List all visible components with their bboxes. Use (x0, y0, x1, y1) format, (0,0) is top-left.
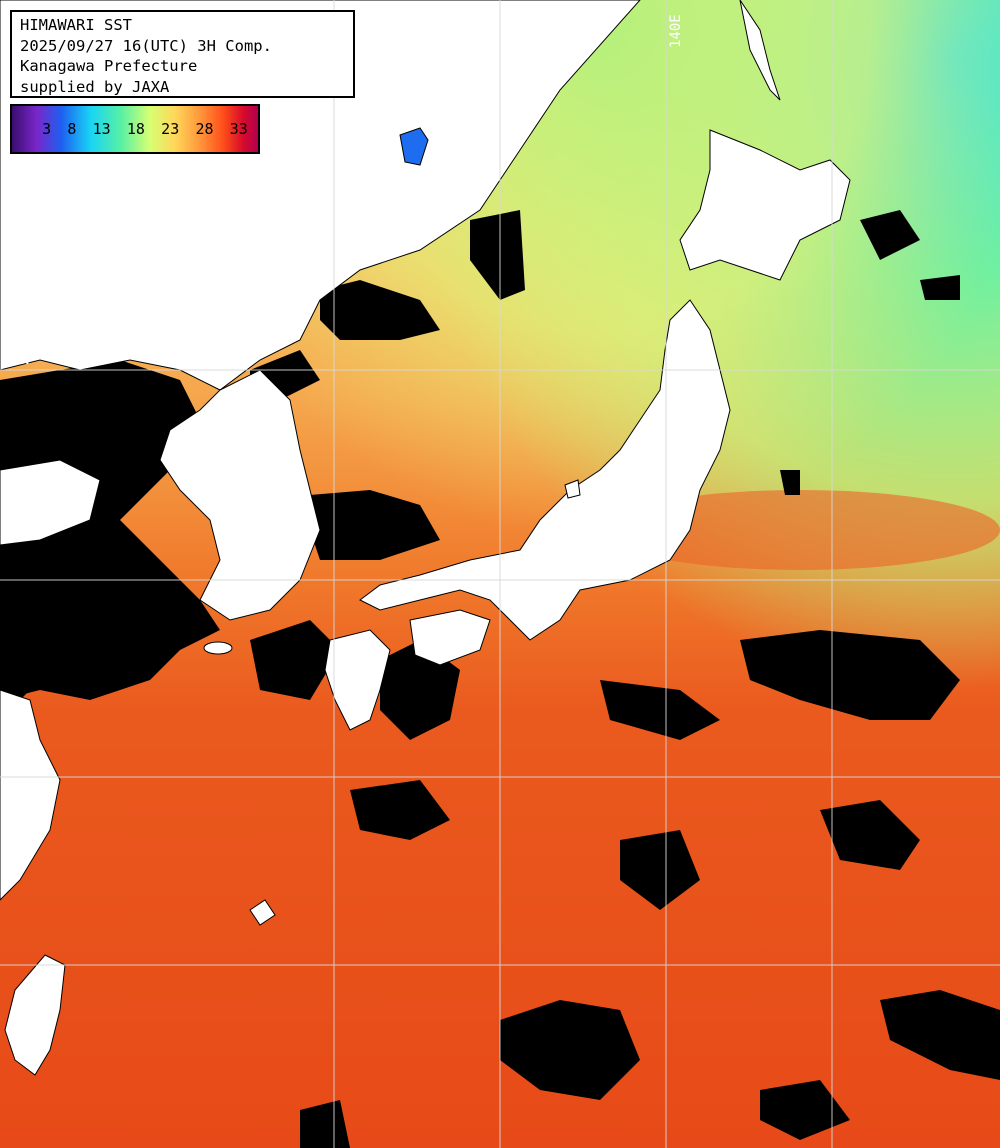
land-china-coast (0, 459, 101, 546)
map-title-box: HIMAWARI SST 2025/09/27 16(UTC) 3H Comp.… (10, 10, 355, 98)
land-taiwan (4, 954, 66, 1076)
land-honshu (359, 299, 731, 641)
land-shikoku (409, 609, 491, 666)
land-jeju (203, 641, 233, 655)
land-china-south (0, 689, 61, 901)
title-line-supplier: supplied by JAXA (20, 77, 170, 96)
land-sado (564, 479, 581, 499)
colorbar-gradient (12, 106, 258, 152)
colorbar-tick: 23 (161, 120, 180, 138)
land-korean-peninsula (159, 369, 321, 621)
title-line-datetime: 2025/09/27 16(UTC) 3H Comp. (20, 36, 272, 55)
land-izu-islands (249, 899, 276, 926)
temperature-colorbar: 3 8 13 18 23 28 33 (10, 104, 260, 154)
colorbar-tick: 8 (67, 120, 77, 138)
colorbar-tick: 3 (42, 120, 52, 138)
colorbar-ticks: 3 8 13 18 23 28 33 (12, 106, 258, 152)
colorbar-tick: 18 (126, 120, 145, 138)
island-north-cold (399, 127, 429, 166)
no-data-areas (0, 210, 1000, 1148)
colorbar-tick: 33 (229, 120, 248, 138)
title-line-product: HIMAWARI SST (20, 16, 132, 34)
land-sakhalin (739, 0, 781, 101)
lon-label-140e: 140E (668, 14, 684, 48)
warm-kuroshio-band (600, 490, 1000, 570)
colorbar-tick: 13 (92, 120, 111, 138)
lat-label-40n: 40N (4, 352, 30, 368)
land-kyushu (324, 629, 391, 731)
colorbar-tick: 28 (195, 120, 214, 138)
title-line-prefecture: Kanagawa Prefecture (20, 57, 198, 75)
lat-label-30n: 30N (4, 758, 30, 774)
land-hokkaido (679, 129, 851, 281)
